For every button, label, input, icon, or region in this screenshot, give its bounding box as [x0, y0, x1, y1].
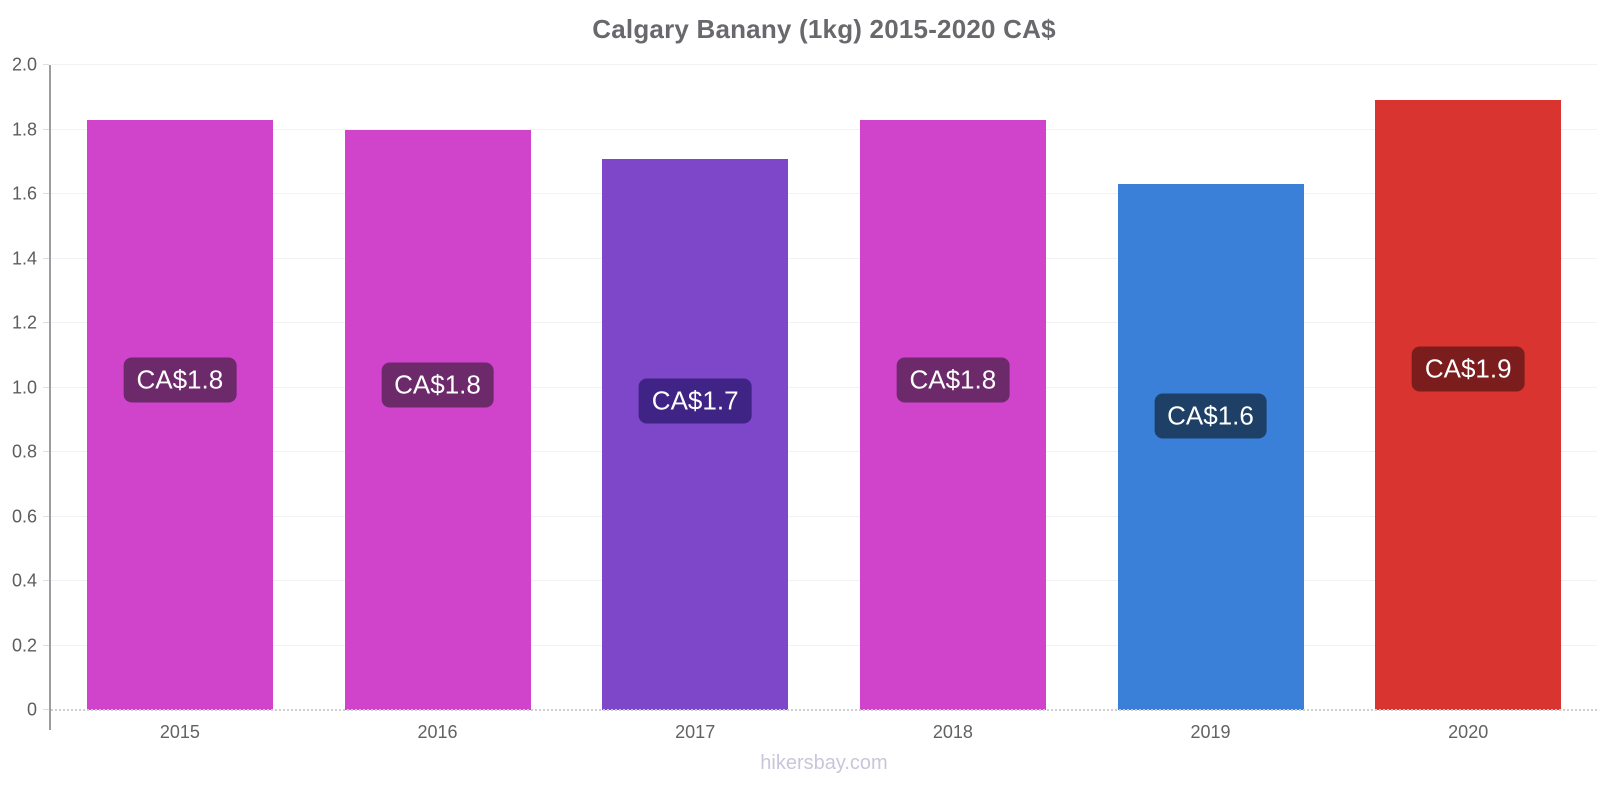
y-axis-tick-label: 1.4 — [11, 248, 37, 268]
gridline — [51, 128, 1597, 130]
y-axis-tick-label: 0.4 — [11, 570, 37, 591]
y-axis-tick-mark — [43, 193, 49, 194]
chart-title: Calgary Banany (1kg) 2015-2020 CA$ — [592, 14, 1056, 44]
gridline — [51, 64, 1597, 65]
y-axis-tick-mark — [43, 64, 49, 65]
watermark: hikersbay.com — [760, 752, 888, 774]
value-label-2020: CA$1.9 — [1411, 346, 1525, 392]
bar-slot-2016: CA$1.8 — [309, 65, 567, 710]
bars-container: CA$1.8 CA$1.8 CA$1.7 CA$1.8 CA$1.6 CA$1.9 — [51, 65, 1597, 710]
bar-2019[interactable]: CA$1.6 — [1117, 184, 1304, 710]
y-axis-tick-mark — [43, 257, 49, 259]
x-axis-label-2019: 2019 — [1190, 722, 1231, 742]
x-axis-labels: 2015 2016 2017 2018 2019 2020 — [51, 722, 1597, 743]
plot-area: 0 0.2 0.4 0.6 0.8 1.0 1.2 1.4 1.6 1.8 2.0 CA$1.8 CA… — [12, 55, 1597, 742]
bar-slot-2020: CA$1.9 — [1339, 65, 1597, 710]
y-axis-tick-mark — [43, 386, 49, 388]
bar-2016[interactable]: CA$1.8 — [344, 129, 531, 710]
bar-slot-2019: CA$1.6 — [1082, 65, 1340, 710]
x-axis-label-2015: 2015 — [159, 722, 200, 742]
gridline — [51, 644, 1597, 646]
x-axis-baseline — [51, 709, 1597, 711]
gridline — [51, 257, 1597, 259]
value-label-2015: CA$1.8 — [123, 357, 237, 403]
y-axis-tick-mark — [43, 709, 49, 710]
bar-2017[interactable]: CA$1.7 — [602, 158, 789, 710]
value-label-2017: CA$1.7 — [638, 378, 752, 424]
x-axis-label-2020: 2020 — [1448, 722, 1489, 742]
bar-slot-2017: CA$1.7 — [566, 65, 824, 710]
y-axis-tick-label: 1.8 — [11, 119, 37, 139]
bar-2015[interactable]: CA$1.8 — [86, 119, 273, 710]
y-axis-tick-label: 0.2 — [11, 635, 37, 655]
y-axis-tick-label: 1.6 — [11, 183, 37, 204]
value-label-2018: CA$1.8 — [896, 357, 1010, 403]
bar-2020[interactable]: CA$1.9 — [1375, 100, 1562, 710]
y-axis-tick-label: 0 — [26, 699, 37, 720]
bar-2018[interactable]: CA$1.8 — [859, 119, 1046, 710]
x-axis-label-2017: 2017 — [675, 722, 716, 742]
bar-slot-2015: CA$1.8 — [51, 65, 309, 710]
y-axis-tick-label: 2.0 — [11, 54, 37, 75]
gridline — [51, 322, 1597, 323]
gridline — [51, 451, 1597, 452]
y-axis-tick-mark — [43, 451, 49, 452]
gridline — [51, 580, 1597, 581]
y-axis-tick-label: 0.8 — [11, 441, 37, 462]
x-axis-label-2018: 2018 — [932, 722, 973, 742]
y-axis-tick-mark — [43, 515, 49, 517]
y-axis-line — [49, 65, 51, 730]
y-axis-tick-label: 0.6 — [11, 506, 37, 526]
gridline — [51, 386, 1597, 388]
y-axis-tick-mark — [43, 580, 49, 581]
value-label-2019: CA$1.6 — [1154, 393, 1267, 439]
y-axis-tick-mark — [43, 644, 49, 646]
gridline — [51, 515, 1597, 517]
y-axis-tick-label: 1.2 — [11, 312, 37, 333]
y-axis-tick-label: 1.0 — [11, 377, 37, 397]
bar-slot-2018: CA$1.8 — [824, 65, 1082, 710]
value-label-2016: CA$1.8 — [381, 362, 494, 408]
gridline — [51, 193, 1597, 194]
y-axis-tick-mark — [43, 128, 49, 130]
y-axis-tick-mark — [43, 322, 49, 323]
x-axis-label-2016: 2016 — [417, 722, 458, 742]
